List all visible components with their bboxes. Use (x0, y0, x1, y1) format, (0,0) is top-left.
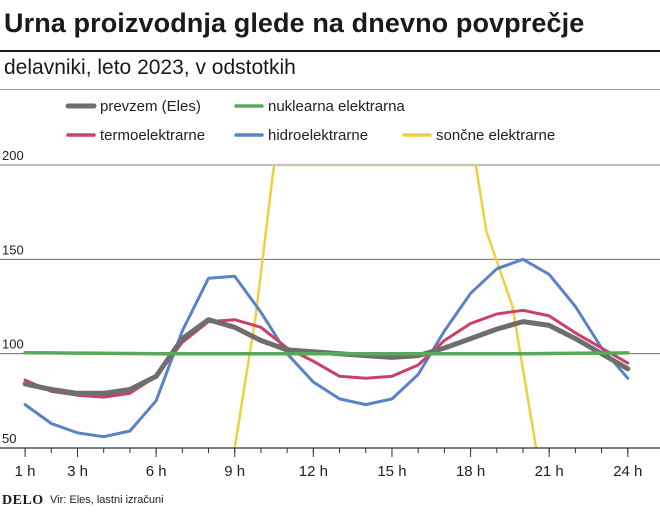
x-tick-label: 6 h (146, 463, 167, 480)
legend-label: prevzem (Eles) (100, 98, 201, 115)
y-axis-labels: 50 100 150 200 (2, 148, 24, 446)
subtitle-divider (0, 89, 660, 90)
y-tick-label: 100 (2, 337, 24, 352)
footer: DELO Vir: Eles, lastni izračuni (0, 489, 660, 513)
delo-logo: DELO (2, 493, 44, 508)
page-title: Urna proizvodnja glede na dnevno povpreč… (4, 8, 585, 38)
legend-label: nuklearna elektrarna (268, 98, 405, 115)
title-divider (0, 50, 660, 52)
series-line-4 (233, 165, 538, 448)
series-line-3 (23, 257, 630, 439)
line-chart: 50 100 150 200 1 h 3 h 6 h 9 h 12 h 15 h 18 h 21 h… (0, 98, 660, 480)
source-note: Vir: Eles, lastni izračuni (50, 494, 164, 506)
legend: prevzem (Eles) nuklearna elektrarna termoe… (65, 98, 555, 144)
page-subtitle: delavniki, leto 2023, v odstotkih (4, 56, 296, 79)
y-tick-label: 200 (2, 148, 24, 163)
x-tick-label: 3 h (67, 463, 88, 480)
x-tick-label: 9 h (224, 463, 245, 480)
legend-label: hidroelektrarne (268, 127, 368, 144)
grid-lines (0, 164, 660, 355)
y-tick-label: 150 (2, 242, 24, 257)
series-line-2 (23, 350, 630, 356)
x-tick-label: 12 h (299, 463, 328, 480)
series-lines (22, 165, 631, 448)
legend-label: termoelektrarne (100, 127, 205, 144)
x-tick-label: 1 h (15, 463, 36, 480)
x-axis: 1 h 3 h 6 h 9 h 12 h 15 h 18 h 21 h 24 h (0, 447, 660, 480)
series-line-1 (23, 308, 630, 399)
x-tick-label: 21 h (535, 463, 564, 480)
x-tick-label: 15 h (377, 463, 406, 480)
legend-label: sončne elektrarne (436, 127, 555, 144)
series-line-0 (22, 317, 631, 396)
x-tick-label: 18 h (456, 463, 485, 480)
x-tick-label: 24 h (613, 463, 642, 480)
y-tick-label: 50 (2, 431, 16, 446)
